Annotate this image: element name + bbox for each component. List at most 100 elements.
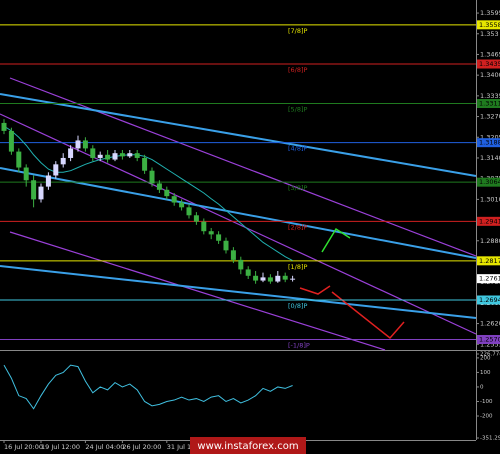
candle-body: [105, 154, 111, 160]
level-price-label: 1.2941: [479, 217, 500, 225]
drawings: [0, 77, 477, 351]
candle-body: [216, 234, 222, 241]
candle-body: [245, 269, 251, 276]
level-name: [2/8]P: [288, 223, 308, 231]
indicator-tick-label: 226.7746: [480, 352, 500, 358]
indicator-tick-label: -351.294: [480, 436, 500, 442]
level-price-box: [477, 59, 500, 69]
trend-line: [0, 93, 477, 177]
candle-body: [186, 207, 192, 216]
y-tick-label: 1.3140: [480, 154, 500, 162]
candle-body: [60, 157, 66, 165]
y-tick-label: 1.3205: [480, 133, 500, 141]
level-name: [4/8]P: [288, 145, 308, 153]
last-price-label: 1.2761: [479, 275, 500, 283]
indicator-tick-label: -100: [480, 399, 493, 405]
x-tick-label: 16 Jul 20:00: [4, 443, 43, 451]
x-tick-label: 31 Jul 12:00: [167, 443, 206, 451]
y-tick-label: 1.2620: [480, 320, 500, 328]
x-tick-label: 26 Jul 20:00: [122, 443, 161, 451]
level-price-label: 1.3558: [479, 21, 500, 29]
candle-body: [97, 154, 103, 158]
indicator-tick-label: -200: [480, 414, 493, 420]
level-price-box: [477, 138, 500, 148]
x-tick-label: 19 Jul 12:00: [41, 443, 80, 451]
candle-body: [282, 275, 288, 280]
candle-body: [149, 170, 155, 184]
candle-body: [201, 221, 207, 232]
candle-body: [223, 240, 229, 251]
green-arrow: [321, 227, 351, 253]
level-name: [0/8]P: [288, 302, 308, 310]
candle-body: [253, 275, 259, 281]
candle-body: [112, 153, 118, 160]
level-price-box: [477, 334, 500, 344]
candle-body: [164, 189, 170, 197]
candle-body: [238, 259, 244, 270]
candle-body: [156, 183, 162, 190]
last-price-box: [477, 274, 500, 284]
indicator-tick-label: 200: [480, 355, 491, 361]
y-tick-label: 1.353: [480, 30, 499, 38]
candle-body: [1, 122, 7, 131]
level-price-label: 1.3064: [479, 178, 500, 186]
candle-body: [82, 140, 88, 149]
candle-body: [8, 130, 14, 152]
x-tick-label: 24 Jul 04:00: [85, 443, 124, 451]
channel-line: [0, 113, 477, 335]
candle-body: [290, 278, 296, 280]
candle-body: [127, 153, 133, 157]
level-price-label: 1.3311: [479, 100, 500, 108]
trend-line: [0, 167, 477, 259]
candle-body: [38, 186, 44, 200]
red-arrow: [331, 291, 405, 340]
candle-body: [260, 277, 266, 281]
y-tick-label: 1.2555: [480, 340, 500, 348]
level-name: [3/8]P: [288, 184, 308, 192]
level-price-label: 1.2694: [479, 296, 500, 304]
level-price-box: [477, 295, 500, 305]
level-name: [6/8]P: [288, 66, 308, 74]
candle-body: [16, 151, 22, 168]
candle-body: [90, 148, 96, 158]
candle-body: [193, 215, 199, 222]
y-tick-label: 1.3595: [480, 9, 500, 17]
y-tick-label: 1.2880: [480, 237, 500, 245]
level-price-box: [477, 99, 500, 109]
level-price-label: 1.2817: [479, 257, 500, 265]
y-tick-label: 1.3465: [480, 50, 500, 58]
y-tick-label: 1.3270: [480, 113, 500, 121]
indicator-tick-label: 0: [480, 384, 484, 390]
candle-body: [208, 231, 214, 235]
candle-body: [267, 277, 273, 282]
level-name: [1/8]P: [288, 263, 308, 271]
level-name: [5/8]P: [288, 106, 308, 114]
candle-body: [142, 157, 148, 171]
channel-line: [9, 77, 477, 257]
candle-body: [75, 140, 81, 149]
watermark: www.instaforex.com: [197, 441, 298, 452]
indicator-line: [3, 364, 293, 410]
level-price-label: 1.3188: [479, 139, 500, 147]
level-price-box: [477, 216, 500, 226]
candle-body: [134, 153, 140, 158]
channel-line: [9, 231, 386, 351]
candle-body: [171, 196, 177, 203]
y-tick-label: 1.3335: [480, 92, 500, 100]
y-tick-label: 1.3400: [480, 71, 500, 79]
candle-body: [31, 180, 37, 200]
trend-line: [0, 265, 477, 319]
candle-body: [179, 202, 185, 208]
level-price-label: 1.2570: [479, 335, 500, 343]
candle-body: [275, 275, 281, 282]
level-price-box: [477, 20, 500, 30]
level-name: [-1/8]P: [288, 341, 310, 349]
candle-body: [53, 164, 59, 176]
watermark-box: [190, 437, 306, 454]
candle-body: [230, 250, 236, 260]
moving-average: [3, 125, 293, 261]
red-arrow: [299, 285, 331, 295]
candle-body: [119, 153, 125, 157]
